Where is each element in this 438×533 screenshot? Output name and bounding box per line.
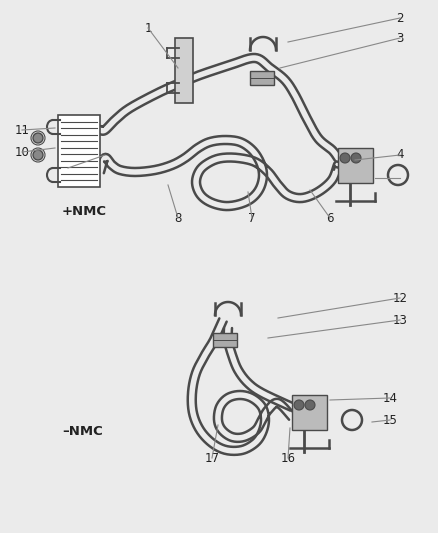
Text: 1: 1 <box>144 21 152 35</box>
Circle shape <box>294 400 304 410</box>
Bar <box>175 38 193 103</box>
Circle shape <box>351 153 361 163</box>
Text: 5: 5 <box>396 172 404 184</box>
Bar <box>213 333 237 347</box>
Circle shape <box>340 153 350 163</box>
Circle shape <box>388 165 408 185</box>
Text: 15: 15 <box>382 414 397 426</box>
Text: 11: 11 <box>14 124 29 136</box>
Text: +NMC: +NMC <box>62 205 107 218</box>
Polygon shape <box>99 54 341 160</box>
Bar <box>338 148 373 183</box>
Circle shape <box>342 410 362 430</box>
Text: 2: 2 <box>396 12 404 25</box>
Text: 10: 10 <box>14 146 29 158</box>
Polygon shape <box>224 328 294 410</box>
Text: 8: 8 <box>174 212 182 224</box>
Polygon shape <box>188 318 295 455</box>
Bar <box>58 115 100 187</box>
Text: 16: 16 <box>280 451 296 464</box>
Text: 9: 9 <box>64 161 72 174</box>
Text: 13: 13 <box>392 313 407 327</box>
Text: 7: 7 <box>248 212 256 224</box>
Bar <box>250 71 274 85</box>
Text: 17: 17 <box>205 451 219 464</box>
Bar <box>292 395 327 430</box>
Text: 14: 14 <box>382 392 398 405</box>
Circle shape <box>305 400 315 410</box>
Text: 3: 3 <box>396 31 404 44</box>
Text: 12: 12 <box>392 292 407 304</box>
Text: –NMC: –NMC <box>62 425 103 438</box>
Circle shape <box>33 150 43 160</box>
Text: 6: 6 <box>326 212 334 224</box>
Text: 4: 4 <box>396 149 404 161</box>
Polygon shape <box>96 136 343 210</box>
Circle shape <box>33 133 43 143</box>
